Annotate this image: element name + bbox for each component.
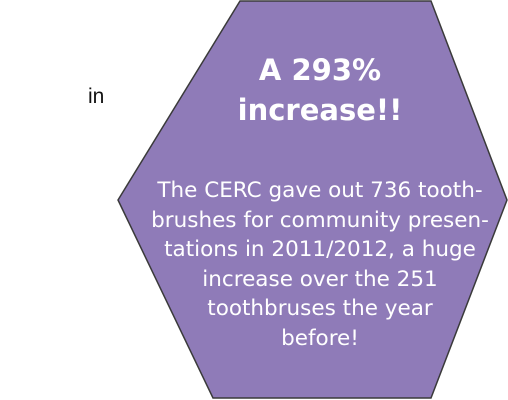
callout-body-line-1: The CERC gave out 736 tooth-: [157, 178, 483, 203]
callout-body-line-4: increase over the 251: [202, 266, 438, 292]
callout-title: A 293% increase!!: [170, 50, 470, 130]
callout-body-line-5: toothbruses the year: [207, 296, 433, 321]
hexagon-fill: [117, 0, 508, 399]
callout-body-line-3: tations in 2011/2012, a huge: [164, 237, 476, 262]
callout-title-line-2: increase!!: [237, 93, 403, 127]
callout-body-line-6: before!: [281, 325, 359, 351]
partial-body-text: in: [88, 85, 105, 108]
callout-title-line-1: A 293%: [258, 53, 382, 87]
callout-body: The CERC gave out 736 tooth- brushes for…: [150, 176, 490, 353]
callout-body-line-2: brushes for community presen-: [151, 207, 489, 233]
